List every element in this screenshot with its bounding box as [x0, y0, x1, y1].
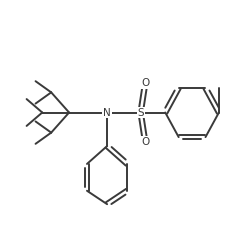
- Text: O: O: [141, 137, 149, 146]
- Text: N: N: [103, 108, 111, 117]
- Text: S: S: [137, 108, 144, 117]
- Text: O: O: [141, 79, 149, 88]
